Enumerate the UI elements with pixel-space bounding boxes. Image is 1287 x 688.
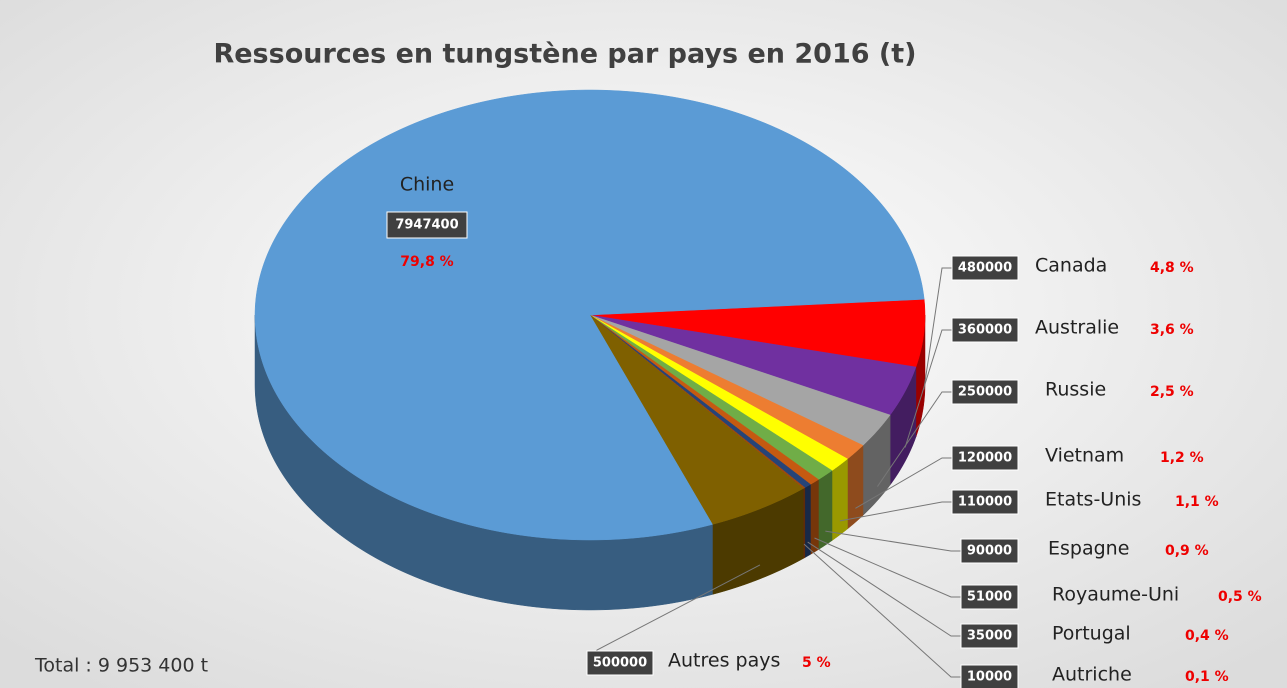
leader-line [825,530,961,552]
value-label: 35000 [967,629,1012,644]
value-label: 10000 [967,670,1012,685]
slice [589,299,926,368]
percent-label: 4,8 % [1150,260,1194,276]
leader-line [904,329,952,448]
value-box [960,584,1019,610]
value-box [951,317,1019,343]
category-label: Chine [400,174,454,196]
slice [589,314,917,416]
category-label: Espagne [1048,538,1129,560]
percent-label: 1,2 % [1160,450,1204,466]
value-box [960,664,1019,688]
value-label: 250000 [958,385,1012,400]
value-label: 7947400 [395,218,458,233]
category-label: Australie [1035,317,1119,339]
value-box [951,489,1019,515]
percent-label: 5 % [802,655,831,671]
value-label: 110000 [958,495,1012,510]
slice-side [847,444,864,530]
category-label: Russie [1045,379,1106,401]
value-box [951,379,1019,405]
value-box [960,538,1019,564]
slice [589,314,864,460]
category-label: Vietnam [1045,445,1124,467]
value-label: 360000 [958,323,1012,338]
percent-label: 0,4 % [1185,628,1229,644]
leader-line [877,391,952,487]
slice-side [804,483,811,559]
leader-line [855,457,952,509]
category-label: Royaume-Uni [1052,584,1179,606]
percent-label: 3,6 % [1150,322,1194,338]
value-box [960,623,1019,649]
value-box [586,650,654,676]
percent-label: 0,1 % [1185,669,1229,685]
total-annotation: Total : 9 953 400 t [34,655,208,677]
leader-line [803,543,961,678]
category-label: Autres pays [668,650,780,672]
slice [254,89,925,541]
value-label: 500000 [593,656,647,671]
slice-side [818,470,833,551]
percent-label: 0,9 % [1165,543,1209,559]
percent-label: 0,5 % [1218,589,1262,605]
percent-label: 2,5 % [1150,384,1194,400]
value-label: 480000 [958,261,1012,276]
value-label: 51000 [967,590,1012,605]
value-box [951,255,1019,281]
leader-line [839,501,952,522]
slice [589,314,804,525]
slice-side [831,458,848,542]
leader-line [923,267,952,390]
chart-title: Ressources en tungstène par pays en 2016… [213,39,916,70]
value-label: 90000 [967,544,1012,559]
percent-label: 1,1 % [1175,494,1219,510]
value-box [951,445,1019,471]
category-label: Portugal [1052,623,1131,645]
leader-line [807,541,961,637]
leader-line [814,537,961,598]
value-box [386,211,468,239]
slice-side [810,479,819,555]
category-label: Etats-Unis [1045,489,1141,511]
value-label: 120000 [958,451,1012,466]
category-label: Autriche [1052,664,1132,686]
category-label: Canada [1035,255,1107,277]
slice [589,314,891,446]
slice [589,314,848,471]
percent-label: 79,8 % [400,254,453,270]
